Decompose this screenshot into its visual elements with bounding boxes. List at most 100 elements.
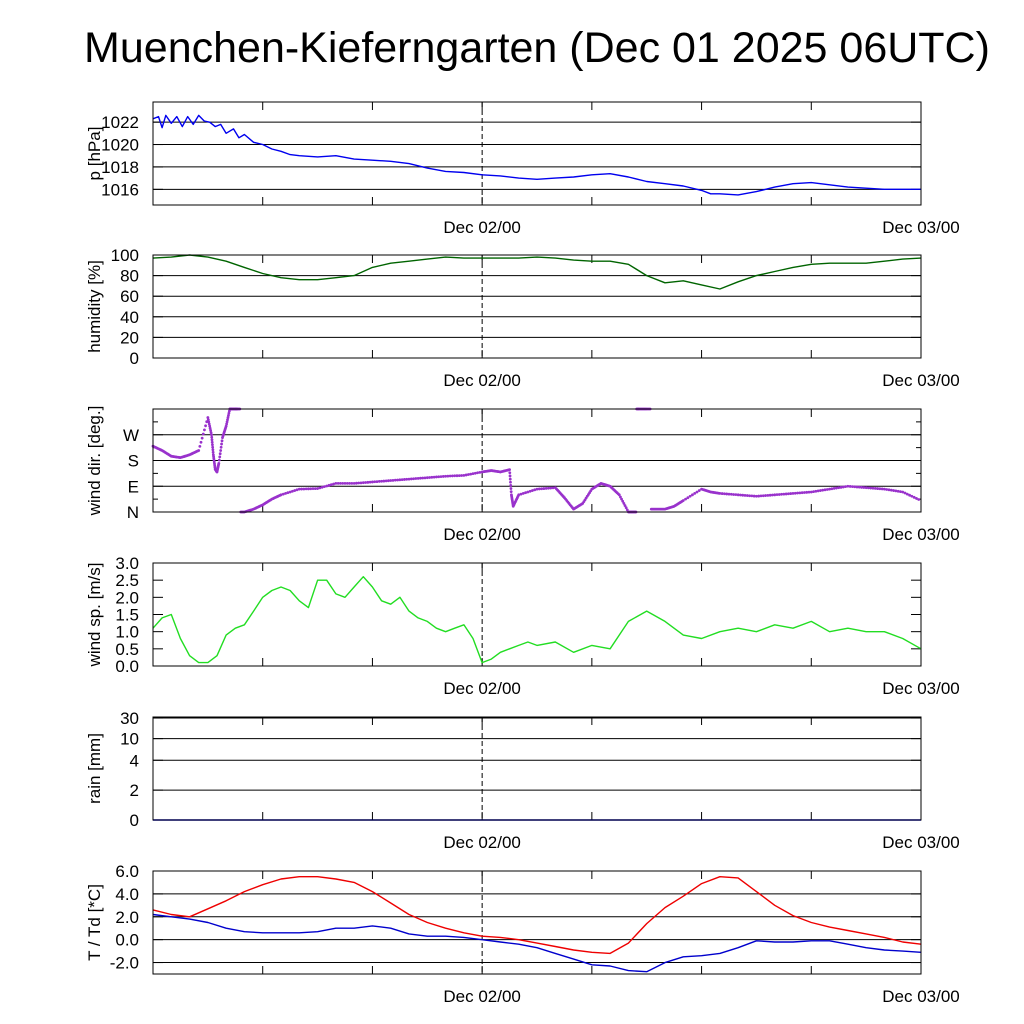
wind-direction-point: [375, 480, 379, 484]
wind-direction-point: [219, 449, 223, 452]
wind-direction-point: [775, 493, 779, 497]
wind-direction-point: [892, 489, 895, 492]
wind-direction-point: [226, 418, 229, 422]
wind-direction-point: [471, 472, 475, 476]
wind-direction-point: [873, 486, 877, 490]
wind-direction-point: [620, 497, 623, 501]
wind-direction-point: [697, 489, 701, 492]
y-tick-label: 1016: [101, 180, 139, 199]
wind-direction-point: [544, 486, 548, 490]
plot-frame: [152, 408, 922, 513]
wind-direction-point: [199, 440, 203, 444]
wind-direction-point: [791, 492, 795, 495]
wind-direction-point: [441, 475, 445, 478]
y-tick-label: 6.0: [115, 862, 139, 881]
y-tick-label: 0.5: [115, 640, 139, 659]
wind-direction-point: [780, 492, 783, 496]
wind-direction-point: [425, 476, 429, 480]
wind-direction-point: [400, 478, 404, 482]
x-tick-label: Dec 03/00: [882, 525, 960, 544]
y-tick-label: 2: [130, 781, 139, 800]
wind-direction-point: [197, 449, 201, 452]
wind-direction-point: [204, 424, 207, 428]
wind-direction-point: [846, 484, 850, 488]
wind-direction-point: [218, 455, 222, 459]
wind-direction-point: [723, 492, 726, 496]
series-line-wind-speed-0: [152, 576, 922, 664]
wind-direction-point: [623, 504, 627, 507]
wind-direction-point: [435, 475, 438, 479]
wind-direction-point: [521, 492, 525, 495]
wind-direction-point: [695, 490, 699, 494]
wind-direction-point: [203, 428, 206, 432]
wind-direction-point: [828, 487, 831, 491]
plot-frame: [152, 716, 922, 821]
y-tick-label: 0: [130, 349, 139, 368]
wind-direction-point: [551, 486, 555, 490]
wind-direction-point: [901, 490, 905, 494]
wind-direction-point: [226, 416, 230, 419]
wind-direction-point: [451, 474, 454, 478]
wind-direction-point: [855, 485, 859, 489]
panel-temperature: -2.0 0.0 2.0 4.0 6.0 Dec 02/00 Dec 03/00 T / Td…: [85, 862, 960, 1006]
wind-direction-point: [915, 497, 918, 500]
x-tick-label: Dec 03/00: [882, 987, 960, 1006]
wind-direction-point: [684, 497, 687, 501]
wind-direction-point: [693, 492, 697, 495]
wind-direction-point: [227, 411, 231, 415]
wind-direction-point: [798, 491, 802, 495]
wind-direction-point: [805, 490, 809, 494]
wind-direction-point: [871, 486, 875, 490]
wind-direction-point: [380, 479, 383, 483]
wind-direction-point: [409, 477, 413, 481]
wind-direction-point: [439, 475, 443, 478]
wind-direction-point: [743, 493, 747, 497]
wind-direction-point: [912, 495, 916, 499]
wind-direction-point: [316, 487, 319, 490]
wind-direction-point: [329, 483, 333, 487]
y-tick-label: 2.0: [115, 588, 139, 607]
wind-direction-point: [542, 487, 546, 490]
wind-direction-point: [448, 474, 452, 478]
wind-direction-point: [323, 485, 326, 489]
wind-direction-point: [622, 502, 626, 505]
wind-direction-point: [200, 436, 204, 440]
wind-direction-point: [528, 489, 532, 493]
wind-direction-point: [309, 487, 313, 491]
wind-direction-point: [755, 494, 758, 498]
wind-direction-point: [508, 468, 511, 472]
wind-direction-point: [867, 486, 870, 490]
wind-direction-point: [291, 489, 294, 493]
y-tick-label: 1.5: [115, 606, 139, 625]
wind-direction-point: [508, 471, 512, 475]
wind-direction-point: [281, 492, 285, 496]
wind-direction-point: [208, 424, 212, 428]
x-tick-label: Dec 03/00: [882, 679, 960, 698]
wind-direction-point: [300, 487, 303, 491]
wind-direction-point: [796, 491, 799, 495]
wind-direction-point: [619, 495, 622, 499]
wind-direction-point: [469, 472, 473, 476]
y-axis-label: wind sp. [m/s]: [85, 563, 104, 668]
wind-direction-point: [284, 492, 287, 495]
wind-direction-point: [617, 493, 621, 497]
wind-direction-point: [816, 489, 820, 493]
wind-direction-point: [825, 488, 829, 491]
wind-direction-point: [789, 492, 793, 495]
wind-direction-point: [832, 486, 836, 490]
wind-direction-point: [526, 490, 530, 494]
y-tick-label: 1022: [101, 113, 139, 132]
wind-direction-point: [210, 435, 214, 439]
wind-direction-point: [293, 489, 297, 492]
wind-direction-point: [334, 481, 338, 485]
wind-direction-point: [297, 487, 301, 491]
wind-direction-point: [686, 496, 690, 500]
wind-direction-point: [350, 481, 354, 485]
wind-direction-point: [210, 440, 214, 444]
y-tick-label: 1.0: [115, 623, 139, 642]
wind-direction-point: [800, 491, 804, 495]
y-tick-label: 3.0: [115, 554, 139, 573]
page-title: Muenchen-Kieferngarten (Dec 01 2025 06UT…: [84, 24, 990, 72]
panel-rain: 0 2 4 10 30 Dec 02/00 Dec 03/00 rain [mm]: [85, 709, 960, 852]
wind-direction-point: [782, 492, 786, 496]
